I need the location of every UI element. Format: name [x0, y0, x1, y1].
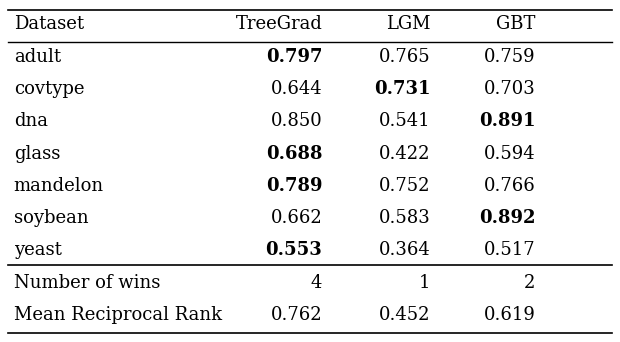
Text: 0.731: 0.731	[374, 80, 430, 98]
Text: 2: 2	[524, 274, 535, 292]
Text: 0.703: 0.703	[484, 80, 535, 98]
Text: adult: adult	[14, 48, 61, 66]
Text: 0.766: 0.766	[484, 177, 535, 195]
Text: 4: 4	[311, 274, 322, 292]
Text: TreeGrad: TreeGrad	[236, 15, 322, 33]
Text: 0.789: 0.789	[266, 177, 322, 195]
Text: Dataset: Dataset	[14, 15, 84, 33]
Text: 0.517: 0.517	[484, 241, 535, 260]
Text: 0.797: 0.797	[266, 48, 322, 66]
Text: 0.850: 0.850	[270, 112, 322, 130]
Text: covtype: covtype	[14, 80, 84, 98]
Text: glass: glass	[14, 145, 60, 162]
Text: dna: dna	[14, 112, 48, 130]
Text: 0.619: 0.619	[484, 306, 535, 324]
Text: 0.422: 0.422	[379, 145, 430, 162]
Text: 0.594: 0.594	[484, 145, 535, 162]
Text: 0.452: 0.452	[379, 306, 430, 324]
Text: 0.892: 0.892	[479, 209, 535, 227]
Text: 0.541: 0.541	[379, 112, 430, 130]
Text: 0.553: 0.553	[265, 241, 322, 260]
Text: 0.644: 0.644	[271, 80, 322, 98]
Text: 1: 1	[419, 274, 430, 292]
Text: yeast: yeast	[14, 241, 61, 260]
Text: 0.662: 0.662	[270, 209, 322, 227]
Text: 0.891: 0.891	[479, 112, 535, 130]
Text: Mean Reciprocal Rank: Mean Reciprocal Rank	[14, 306, 222, 324]
Text: 0.765: 0.765	[379, 48, 430, 66]
Text: 0.762: 0.762	[271, 306, 322, 324]
Text: 0.583: 0.583	[379, 209, 430, 227]
Text: 0.364: 0.364	[379, 241, 430, 260]
Text: GBT: GBT	[496, 15, 535, 33]
Text: 0.759: 0.759	[484, 48, 535, 66]
Text: 0.688: 0.688	[266, 145, 322, 162]
Text: Number of wins: Number of wins	[14, 274, 160, 292]
Text: mandelon: mandelon	[14, 177, 104, 195]
Text: soybean: soybean	[14, 209, 89, 227]
Text: LGM: LGM	[386, 15, 430, 33]
Text: 0.752: 0.752	[379, 177, 430, 195]
